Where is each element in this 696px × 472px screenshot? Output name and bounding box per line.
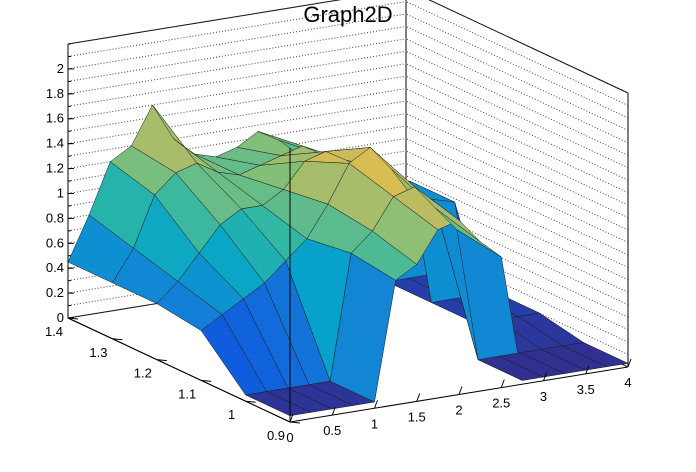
left-floor-edge-front: [67, 317, 291, 423]
right-top-edge: [428, 0, 629, 94]
z-gridline-back: [67, 25, 407, 82]
z-gridline-back: [67, 63, 407, 120]
tick-marks: [67, 43, 632, 424]
x-tick: [458, 386, 463, 395]
z-tick-label: 1.2: [46, 161, 64, 176]
z-gridline-right: [405, 88, 629, 194]
x-tick-label: 4: [624, 375, 631, 390]
y-tick-label: 1.4: [45, 324, 63, 339]
x-tick-label: 3: [540, 389, 547, 404]
y-tick: [201, 379, 212, 382]
z-tick-label: 1: [57, 185, 64, 200]
z-gridline-right: [405, 50, 629, 156]
z-gridline-right: [405, 162, 629, 268]
tick-labels: 0 0.2 0.4 0.6 0.8 1 1.2 1.4 1.6 1.8 2 0 0.5 1 1.5 2 2.5 3…: [45, 61, 632, 445]
z-gridline-back: [67, 50, 407, 107]
z-gridline-right: [428, 0, 629, 94]
y-tick-label: 1.2: [134, 366, 152, 381]
x-tick-label: 2: [455, 403, 462, 418]
z-gridline-right: [405, 38, 629, 144]
z-tick-label: 0: [57, 310, 64, 325]
x-tick: [627, 358, 632, 368]
z-gridline-back: [67, 0, 342, 45]
z-gridline-back: [67, 38, 407, 95]
z-tick-label: 0.4: [46, 260, 64, 275]
z-gridline-right: [405, 25, 629, 131]
z-gridline-right: [405, 125, 629, 231]
y-tick: [245, 400, 256, 403]
z-gridline-right: [405, 75, 629, 181]
z-gridline-right: [405, 113, 629, 218]
z-gridline-back: [67, 88, 407, 145]
z-gridline-right: [405, 138, 629, 243]
z-tick-label: 1.4: [46, 136, 64, 151]
y-tick-label: 1: [228, 407, 235, 422]
x-tick: [374, 400, 378, 409]
z-gridline-right: [405, 63, 629, 169]
y-tick-label: 1.1: [178, 386, 196, 401]
z-gridline-right: [405, 150, 629, 256]
z-gridline-back: [67, 100, 407, 157]
x-tick-label: 3.5: [577, 382, 595, 397]
x-tick-label: 0: [286, 430, 293, 445]
x-tick: [585, 365, 590, 375]
x-tick: [543, 372, 547, 381]
x-tick-label: 2.5: [492, 396, 510, 411]
x-tick: [416, 393, 421, 402]
z-gridline-back: [67, 0, 407, 57]
z-gridline-right: [405, 175, 629, 281]
x-tick: [500, 379, 505, 388]
y-tick: [112, 338, 123, 341]
z-tick-label: 0.8: [46, 210, 64, 225]
x-tick-label: 1: [371, 416, 378, 431]
x-tick: [331, 406, 336, 416]
z-gridline-right: [405, 100, 629, 206]
front-frame: [67, 148, 291, 423]
x-tick-label: 1.5: [408, 409, 426, 424]
y-tick-label: 1.3: [89, 345, 107, 360]
z-tick-label: 0.6: [46, 235, 64, 250]
y-tick: [67, 317, 79, 320]
z-gridline-right: [405, 13, 629, 119]
y-tick: [156, 359, 167, 362]
z-tick-label: 1.6: [46, 111, 64, 126]
x-tick-label: 0.5: [323, 423, 341, 438]
y-tick: [289, 421, 301, 424]
z-tick-label: 2: [57, 61, 64, 76]
z-tick-label: 1.8: [46, 86, 64, 101]
surface-cell: [561, 342, 629, 367]
z-gridline-back: [67, 75, 407, 132]
chart-title: Graph2D: [303, 2, 393, 27]
x-tick: [289, 413, 294, 423]
z-gridline-right: [405, 1, 629, 106]
z-gridline-back: [67, 13, 407, 70]
surface-mesh: [67, 104, 629, 417]
y-tick-label: 0.9: [267, 428, 285, 443]
z-tick-label: 0.2: [46, 285, 64, 300]
